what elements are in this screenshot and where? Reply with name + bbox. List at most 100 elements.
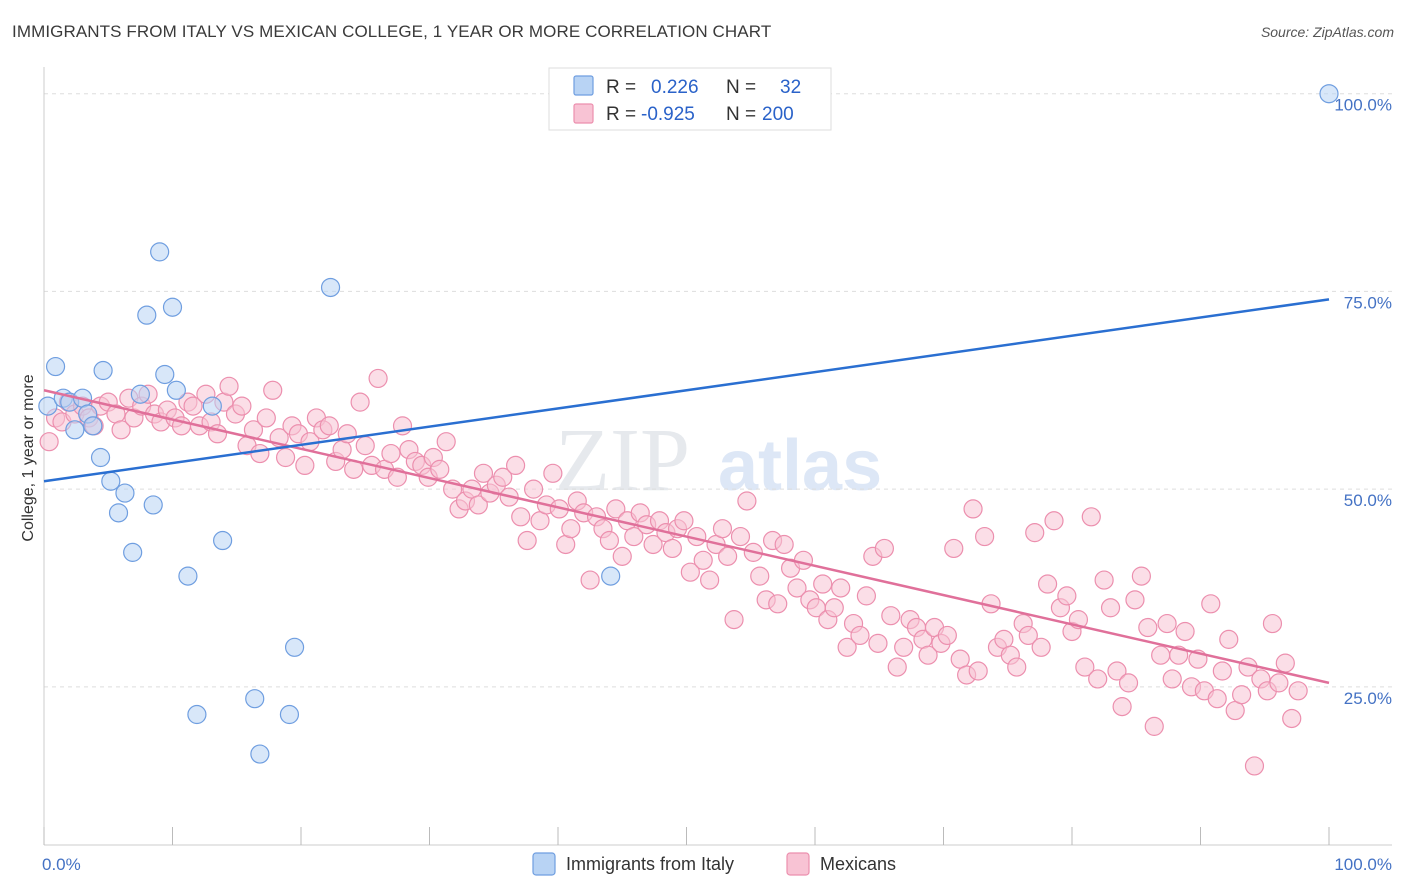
- mexicans-point: [700, 570, 720, 590]
- axes: [43, 67, 1392, 846]
- x-tick-label: 100.0%: [1334, 855, 1392, 874]
- italy-point: [187, 704, 207, 725]
- mexicans-point: [1094, 570, 1114, 590]
- mexicans-point: [662, 538, 682, 559]
- legend-r-value-italy: 0.226: [651, 77, 699, 98]
- italy-point: [101, 471, 121, 491]
- italy-point: [93, 360, 113, 381]
- mexicans-point: [774, 534, 794, 555]
- italy-point: [166, 380, 186, 400]
- mexicans-point: [1081, 507, 1101, 527]
- legend-n-value-italy: 32: [780, 77, 801, 98]
- mexicans-point: [856, 586, 877, 606]
- italy-point: [213, 530, 233, 551]
- italy-point: [202, 396, 222, 416]
- mexicans-point: [1100, 598, 1121, 618]
- mexicans-point: [768, 594, 788, 614]
- mexicans-point: [1232, 685, 1252, 705]
- mexicans-point: [436, 432, 456, 452]
- italy-point: [155, 364, 175, 385]
- mexicans-point: [493, 467, 513, 487]
- legend-swatch-mexicans: [573, 103, 594, 124]
- mexicans-point: [511, 507, 531, 527]
- mexicans-point: [430, 459, 450, 479]
- mexicans-point: [1118, 673, 1139, 693]
- italy-point: [279, 704, 300, 725]
- mexicans-point: [1057, 586, 1077, 606]
- y-tick-label: 50.0%: [1344, 491, 1392, 510]
- y-tick-label: 75.0%: [1344, 293, 1392, 312]
- italy-point: [1319, 84, 1339, 104]
- italy-point: [90, 447, 111, 468]
- legend-n-label-mexicans: N =: [726, 104, 756, 125]
- legend-r-label-mexicans: R =: [606, 104, 636, 125]
- mexicans-point: [1007, 657, 1027, 677]
- trend-line-italy: [43, 298, 1330, 483]
- series-legend: Immigrants from Italy Mexicans: [532, 852, 896, 876]
- mexicans-point: [232, 396, 252, 416]
- mexicans-point: [250, 443, 270, 464]
- mexicans-point: [787, 578, 807, 598]
- mexicans-point: [1125, 590, 1145, 610]
- mexicans-point: [793, 550, 814, 570]
- mexicans-point: [111, 420, 131, 440]
- mexicans-point: [918, 645, 938, 665]
- italy-point: [250, 744, 270, 764]
- mexicans-point: [868, 633, 888, 653]
- mexicans-point: [368, 368, 388, 389]
- mexicans-point: [606, 499, 626, 519]
- y-tick-label: 25.0%: [1344, 689, 1392, 708]
- mexicans-point: [1288, 681, 1308, 701]
- italy-point: [115, 483, 135, 503]
- mexicans-point: [1018, 625, 1038, 646]
- mexicans-point: [263, 380, 283, 400]
- bottom-legend-swatch-mexicans: [786, 852, 810, 876]
- mexicans-point: [674, 511, 694, 531]
- bottom-legend-swatch-italy: [532, 852, 556, 876]
- mexicans-point: [1075, 657, 1095, 677]
- mexicans-point: [523, 479, 544, 499]
- mexicans-point: [850, 625, 870, 646]
- mexicans-point: [580, 570, 600, 590]
- mexicans-point: [894, 637, 914, 657]
- legend-r-label-italy: R =: [606, 77, 636, 98]
- italy-point: [601, 566, 621, 586]
- mexicans-point: [643, 534, 663, 555]
- mexicans-point: [1282, 708, 1302, 729]
- mexicans-point: [968, 661, 988, 681]
- italy-point: [108, 503, 129, 523]
- mexicans-point: [944, 538, 964, 559]
- mexicans-point: [350, 392, 370, 412]
- mexicans-point: [275, 447, 296, 468]
- mexicans-point: [1207, 689, 1227, 709]
- bottom-legend-label-italy: Immigrants from Italy: [566, 854, 734, 874]
- stats-legend-box: [548, 67, 832, 131]
- italy-point: [83, 416, 103, 436]
- mexicans-point: [355, 436, 375, 456]
- mexicans-point: [624, 526, 644, 547]
- mexicans-point: [1212, 661, 1232, 681]
- mexicans-point: [1088, 669, 1108, 689]
- mexicans-point: [1151, 645, 1171, 665]
- italy-point: [65, 420, 85, 440]
- mexicans-point: [975, 526, 995, 547]
- italy-point: [150, 242, 170, 262]
- mexicans-point: [219, 376, 239, 396]
- mexicans-point: [1175, 621, 1195, 642]
- mexicans-point: [1269, 673, 1289, 693]
- mexicans-point: [813, 574, 833, 594]
- mexicans-point: [1131, 566, 1151, 586]
- mexicans-point: [1031, 637, 1051, 657]
- trend-lines: [43, 298, 1330, 685]
- mexicans-point: [39, 432, 59, 452]
- mexicans-point: [1157, 613, 1177, 634]
- mexicans-point: [1201, 594, 1221, 614]
- mexicans-point: [680, 562, 700, 582]
- mexicans-point: [1044, 511, 1064, 531]
- legend-n-value-mexicans: 200: [762, 104, 794, 125]
- tick-labels: 100.0% 75.0% 50.0% 25.0% 0.0% 100.0%: [42, 96, 1392, 874]
- mexicans-point: [963, 499, 983, 519]
- mexicans-point: [881, 606, 901, 626]
- mexicans-point: [937, 625, 957, 646]
- italy-point: [178, 566, 198, 586]
